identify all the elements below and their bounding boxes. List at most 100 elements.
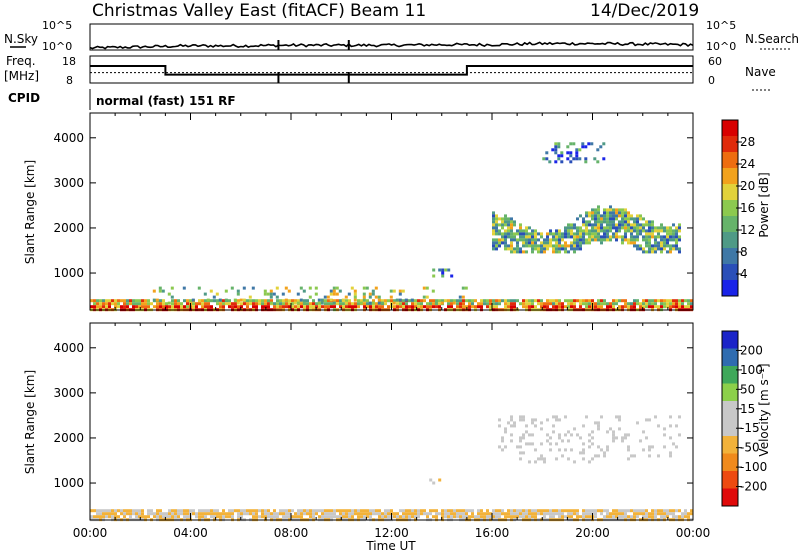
- velocity-cell: [411, 515, 414, 519]
- power-cell: [287, 289, 291, 293]
- power-cell: [624, 305, 627, 309]
- power-cell: [627, 217, 630, 221]
- velocity-cell: [552, 415, 555, 419]
- power-cell: [315, 305, 318, 309]
- power-cell: [404, 298, 408, 302]
- power-cell: [633, 226, 636, 230]
- power-cell: [585, 305, 588, 309]
- power-cell: [495, 247, 498, 251]
- power-cell: [564, 247, 567, 251]
- power-cell: [218, 298, 222, 302]
- power-cell: [489, 299, 492, 303]
- power-cell: [510, 223, 513, 227]
- power-cell: [215, 292, 219, 296]
- power-cell: [636, 220, 639, 224]
- power-cell: [630, 229, 633, 233]
- power-cell: [564, 244, 567, 248]
- power-cell: [423, 299, 426, 303]
- velocity-cell: [435, 509, 438, 513]
- velocity-cell: [150, 509, 153, 513]
- power-cell: [537, 244, 540, 248]
- power-cell: [261, 302, 264, 306]
- velocity-cell: [528, 509, 531, 513]
- power-cell: [591, 232, 594, 236]
- velocity-cell: [171, 512, 174, 516]
- power-cell: [495, 229, 498, 233]
- velocity-cell: [360, 515, 363, 519]
- power-cell: [429, 299, 432, 303]
- y-tick-label: 2000: [53, 221, 84, 235]
- velocity-cell: [564, 448, 567, 452]
- power-cell: [165, 305, 168, 309]
- velocity-cell: [606, 515, 609, 519]
- power-cell: [612, 220, 615, 224]
- power-cell: [666, 229, 669, 233]
- power-cell: [513, 232, 516, 236]
- velocity-cell: [399, 509, 402, 513]
- power-cell: [381, 299, 384, 303]
- velocity-cell: [450, 509, 453, 513]
- velocity-cell: [108, 515, 111, 519]
- velocity-cell: [288, 512, 291, 516]
- power-cell: [369, 305, 372, 309]
- power-cell: [558, 305, 561, 309]
- power-cell: [144, 299, 147, 303]
- velocity-cell: [288, 515, 291, 519]
- power-cell: [678, 305, 681, 309]
- velocity-cell: [564, 509, 567, 513]
- power-cell: [612, 299, 615, 303]
- power-cell: [507, 220, 510, 224]
- power-cell: [540, 250, 543, 254]
- velocity-cell: [630, 454, 633, 458]
- power-cell: [612, 232, 615, 236]
- velocity-cell: [147, 512, 150, 516]
- velocity-cell: [354, 509, 357, 513]
- velocity-cell: [105, 512, 108, 516]
- power-cell: [522, 232, 525, 236]
- velocity-cell: [531, 421, 534, 425]
- power-cell: [387, 305, 390, 309]
- velocity-cell: [606, 448, 609, 452]
- power-cell: [573, 232, 576, 236]
- velocity-cell: [447, 515, 450, 519]
- power-cell: [108, 302, 111, 306]
- velocity-cell: [546, 509, 549, 513]
- velocity-cell: [495, 515, 498, 519]
- velocity-cell: [486, 515, 489, 519]
- power-cell: [492, 241, 495, 245]
- power-cell: [456, 302, 459, 306]
- power-cell: [344, 295, 348, 299]
- power-cell: [495, 223, 498, 227]
- velocity-cell: [447, 509, 450, 513]
- power-cell: [374, 295, 378, 299]
- power-cell: [528, 302, 531, 306]
- power-cell: [678, 247, 681, 251]
- power-cell: [219, 302, 222, 306]
- power-cell: [573, 235, 576, 239]
- power-cell: [569, 142, 573, 146]
- power-cell: [495, 214, 498, 218]
- velocity-cell: [378, 509, 381, 513]
- velocity-cell: [648, 515, 651, 519]
- velocity-cell: [384, 509, 387, 513]
- colorbar-tick-label: 24: [740, 157, 755, 171]
- velocity-cell: [507, 515, 510, 519]
- power-cell: [398, 298, 402, 302]
- power-cell: [594, 217, 597, 221]
- power-cell: [519, 238, 522, 242]
- power-cell: [675, 226, 678, 230]
- power-cell: [633, 299, 636, 303]
- power-cell: [303, 305, 306, 309]
- velocity-cell: [615, 509, 618, 513]
- power-cell: [324, 305, 327, 309]
- velocity-cell: [177, 509, 180, 513]
- power-cell: [495, 302, 498, 306]
- power-cell: [422, 286, 426, 290]
- power-cell: [612, 208, 615, 212]
- colorbar-segment: [722, 248, 738, 265]
- velocity-cell: [570, 515, 573, 519]
- power-cell: [501, 241, 504, 245]
- velocity-cell: [636, 509, 639, 513]
- power-cell: [528, 299, 531, 303]
- velocity-cell: [588, 512, 591, 516]
